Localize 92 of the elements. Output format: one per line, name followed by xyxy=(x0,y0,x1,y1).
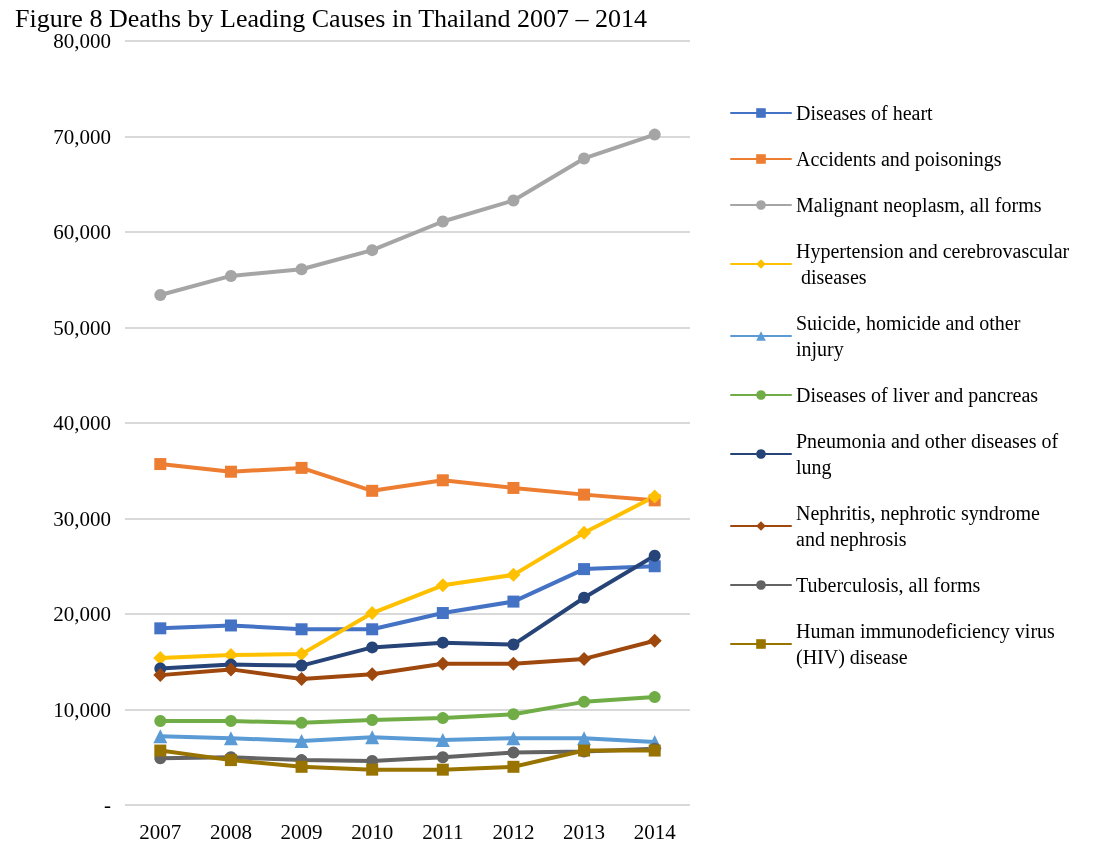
point xyxy=(507,194,520,207)
legend-label: Malignant neoplasm, all forms xyxy=(796,194,1042,217)
point xyxy=(154,458,167,471)
point xyxy=(507,760,520,773)
point xyxy=(295,623,308,636)
point xyxy=(295,659,308,672)
point xyxy=(365,730,380,745)
point xyxy=(507,481,520,494)
point xyxy=(224,269,237,282)
y-tick-label: 70,000 xyxy=(53,124,111,149)
point xyxy=(295,760,308,773)
point xyxy=(223,662,238,677)
y-tick-label: 40,000 xyxy=(53,411,111,435)
point xyxy=(648,560,661,573)
x-tick-label: 2014 xyxy=(633,819,677,844)
point xyxy=(295,263,308,276)
point xyxy=(436,763,449,776)
point xyxy=(578,695,591,708)
point xyxy=(507,638,520,651)
point xyxy=(154,289,167,302)
x-tick-label: 2009 xyxy=(280,819,323,844)
point xyxy=(436,215,449,228)
x-tick-label: 2008 xyxy=(209,819,252,844)
point xyxy=(224,465,237,478)
y-tick-label: 60,000 xyxy=(53,220,111,244)
y-tick-label: 20,000 xyxy=(53,602,111,626)
legend-label: Suicide, homicide and other injury xyxy=(796,312,1026,361)
legend-label: Pneumonia and other diseases of lung xyxy=(796,430,1064,479)
legend-label: Diseases of liver and pancreas xyxy=(796,384,1039,407)
point xyxy=(153,650,168,665)
point xyxy=(577,651,592,666)
point xyxy=(436,474,449,487)
point xyxy=(436,712,449,725)
x-tick-label: 2011 xyxy=(422,819,464,844)
point xyxy=(506,567,521,582)
point xyxy=(366,244,379,257)
legend-label: Accidents and poisonings xyxy=(796,148,1002,171)
point xyxy=(578,563,591,576)
point xyxy=(578,152,591,165)
point xyxy=(435,578,450,593)
x-tick-label: 2010 xyxy=(351,819,394,844)
point xyxy=(294,647,309,662)
point xyxy=(435,733,450,748)
point xyxy=(366,623,379,636)
point xyxy=(436,751,449,764)
point xyxy=(365,606,380,621)
legend-label: Tuberculosis, all forms xyxy=(796,574,981,596)
point xyxy=(578,488,591,501)
point xyxy=(224,619,237,632)
point xyxy=(365,667,380,682)
point xyxy=(224,714,237,727)
point xyxy=(294,734,309,749)
point xyxy=(578,591,591,604)
point xyxy=(294,671,309,686)
point xyxy=(648,691,661,704)
x-tick-label: 2007 xyxy=(139,819,182,844)
point xyxy=(153,668,168,683)
point xyxy=(507,708,520,721)
y-tick-label: 10,000 xyxy=(53,697,111,722)
point xyxy=(154,744,167,757)
point xyxy=(506,656,521,671)
point xyxy=(153,729,168,744)
point xyxy=(295,461,308,474)
point xyxy=(647,633,662,648)
point xyxy=(648,549,661,562)
point xyxy=(507,746,520,759)
legend-label: Diseases of heart xyxy=(796,102,934,124)
point xyxy=(506,731,521,746)
legend-label: Hypertension and cerebrovascular diseases xyxy=(796,240,1070,288)
y-tick-label: 50,000 xyxy=(53,315,111,340)
point xyxy=(366,484,379,497)
point xyxy=(436,607,449,620)
point xyxy=(366,641,379,654)
point xyxy=(366,763,379,776)
point xyxy=(154,622,167,635)
y-tick-label: 30,000 xyxy=(53,506,111,531)
point xyxy=(223,731,238,746)
point xyxy=(577,525,592,540)
point xyxy=(154,714,167,727)
point xyxy=(435,656,450,671)
point xyxy=(647,489,662,504)
y-tick-label: - xyxy=(104,793,111,817)
point xyxy=(295,716,308,729)
x-tick-label: 2013 xyxy=(563,819,606,844)
point xyxy=(648,128,661,141)
point xyxy=(577,731,592,746)
legend-label: Nephritis, nephrotic syndrome and nephrosis xyxy=(796,502,1045,551)
x-tick-label: 2012 xyxy=(492,819,535,844)
point xyxy=(436,636,449,649)
point xyxy=(366,714,379,726)
legend-label: Human immunodeficiency virus (HIV) disease xyxy=(796,620,1060,669)
point xyxy=(507,595,520,608)
